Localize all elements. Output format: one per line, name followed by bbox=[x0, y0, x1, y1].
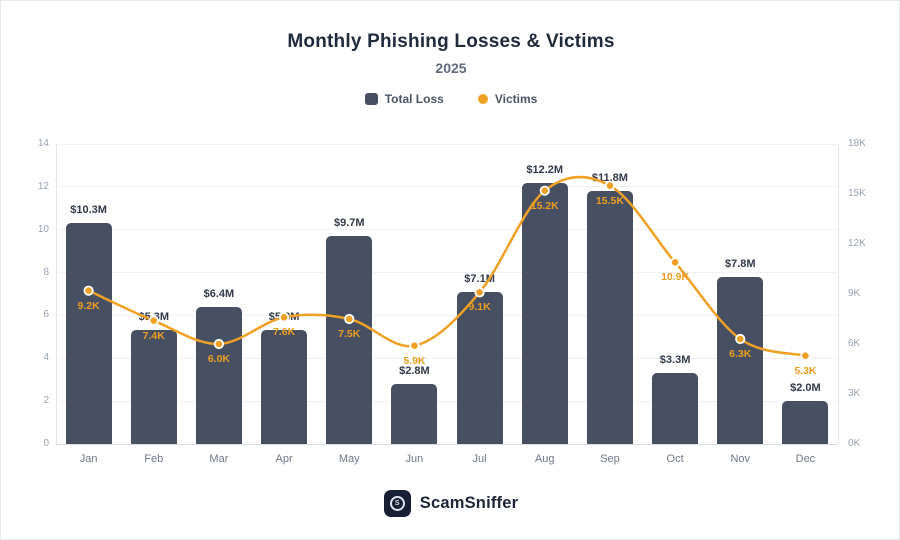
line-point-marker[interactable] bbox=[800, 350, 811, 361]
victims-value-label: 5.9K bbox=[403, 354, 426, 367]
victims-value-label: 7.6K bbox=[272, 326, 296, 339]
line-point-marker[interactable] bbox=[669, 257, 681, 268]
left-axis-tick-label: 2 bbox=[43, 395, 49, 407]
grid-line bbox=[56, 400, 838, 402]
bar-nov[interactable] bbox=[717, 276, 764, 444]
bar-may[interactable] bbox=[326, 236, 373, 444]
x-axis-label-nov: Nov bbox=[730, 453, 751, 465]
x-axis-label-mar: Mar bbox=[209, 453, 229, 465]
left-axis-tick-label: 12 bbox=[37, 180, 49, 192]
x-axis-label-aug: Aug bbox=[534, 453, 555, 465]
bar-value-label: $7.8M bbox=[724, 257, 756, 270]
bar-value-label: $3.3M bbox=[659, 354, 691, 367]
x-axis-label-jun: Jun bbox=[405, 453, 424, 465]
x-axis-label-may: May bbox=[338, 453, 360, 465]
chart-legend: Total Loss Victims bbox=[1, 92, 899, 106]
victims-dot-icon bbox=[477, 94, 488, 104]
left-axis-tick-label: 10 bbox=[37, 223, 49, 235]
victims-value-label: 9.2K bbox=[77, 299, 100, 312]
bar-value-label: $9.7M bbox=[333, 217, 365, 230]
x-axis-label-apr: Apr bbox=[275, 453, 293, 465]
right-axis-tick-label: 6K bbox=[848, 338, 861, 349]
victims-value-label: 7.4K bbox=[142, 329, 165, 342]
page-title: Monthly Phishing Losses & Victims bbox=[287, 31, 615, 52]
y-axis-line-right bbox=[838, 144, 839, 444]
right-axis-tick-label: 9K bbox=[848, 288, 861, 299]
bar-jun[interactable] bbox=[391, 384, 438, 444]
right-axis-tick-label: 3K bbox=[848, 388, 861, 399]
grid-line bbox=[56, 357, 838, 359]
victims-value-label: 10.9K bbox=[661, 271, 690, 284]
legend-item-total-loss[interactable]: Total Loss bbox=[364, 92, 444, 106]
x-axis-line bbox=[56, 444, 838, 445]
right-axis-tick-label: 12K bbox=[848, 238, 866, 249]
line-point-marker[interactable] bbox=[83, 285, 94, 296]
legend-label-victims: Victims bbox=[494, 92, 538, 106]
victims-value-label: 7.5K bbox=[338, 328, 361, 340]
bar-apr[interactable] bbox=[261, 330, 308, 444]
line-point-marker[interactable] bbox=[148, 315, 159, 326]
x-axis-label-oct: Oct bbox=[666, 453, 684, 465]
footer-brand[interactable]: S ScamSniffer bbox=[1, 490, 899, 517]
x-axis-label-sep: Sep bbox=[600, 453, 620, 465]
right-axis-tick-label: 18K bbox=[848, 138, 866, 149]
line-point-marker[interactable] bbox=[604, 180, 616, 191]
left-axis-tick-label: 8 bbox=[43, 266, 49, 278]
page-subtitle: 2025 bbox=[435, 60, 467, 76]
bar-value-label: $2.0M bbox=[790, 382, 821, 395]
victims-value-label: 5.3K bbox=[794, 364, 817, 377]
line-point-marker[interactable] bbox=[409, 340, 420, 351]
victims-value-label: 15.2K bbox=[530, 199, 559, 212]
bar-oct[interactable] bbox=[652, 373, 699, 444]
bar-aug[interactable] bbox=[521, 182, 568, 444]
line-point-marker[interactable] bbox=[539, 185, 550, 196]
bar-jan[interactable] bbox=[65, 223, 112, 444]
line-point-marker[interactable] bbox=[213, 338, 225, 350]
bar-mar[interactable] bbox=[195, 306, 242, 444]
grid-line bbox=[56, 229, 838, 231]
x-axis-label-feb: Feb bbox=[144, 453, 164, 465]
bar-feb[interactable] bbox=[130, 330, 177, 444]
x-axis-label-dec: Dec bbox=[795, 453, 816, 465]
left-axis-tick-label: 0 bbox=[43, 438, 49, 449]
bar-value-label: $6.4M bbox=[203, 287, 235, 300]
legend-item-victims[interactable]: Victims bbox=[477, 92, 538, 106]
victims-value-label: 15.5K bbox=[595, 194, 624, 207]
grid-line bbox=[56, 186, 838, 188]
y-axis-line-left bbox=[56, 144, 57, 444]
right-axis-tick-label: 0K bbox=[848, 438, 861, 449]
bar-value-label: $10.3M bbox=[70, 204, 107, 217]
grid-line bbox=[56, 143, 838, 145]
footer-brand-text: ScamSniffer bbox=[419, 494, 519, 512]
bar-value-label: $2.8M bbox=[399, 365, 430, 377]
victims-value-label: 6.0K bbox=[207, 353, 230, 365]
x-axis-label-jan: Jan bbox=[79, 453, 98, 465]
bar-jul[interactable] bbox=[456, 291, 503, 444]
scamsniffer-logo-icon: S bbox=[383, 490, 411, 517]
legend-label-total-loss: Total Loss bbox=[384, 92, 444, 106]
bar-dec[interactable] bbox=[782, 401, 829, 444]
left-axis-tick-label: 4 bbox=[43, 352, 49, 364]
line-point-marker[interactable] bbox=[278, 312, 290, 323]
left-axis-tick-label: 14 bbox=[37, 138, 49, 149]
bar-value-label: $7.1M bbox=[464, 272, 495, 285]
line-point-marker[interactable] bbox=[474, 287, 485, 298]
line-point-marker[interactable] bbox=[735, 333, 746, 345]
victims-value-label: 9.1K bbox=[468, 301, 491, 314]
x-axis-label-jul: Jul bbox=[472, 453, 487, 465]
bar-value-label: $12.2M bbox=[526, 163, 564, 176]
right-axis-tick-label: 15K bbox=[848, 188, 866, 199]
bar-sep[interactable] bbox=[586, 191, 633, 444]
total-loss-square-icon bbox=[364, 93, 378, 105]
left-axis-tick-label: 6 bbox=[43, 309, 49, 321]
victims-value-label: 6.3K bbox=[729, 348, 752, 360]
line-point-marker[interactable] bbox=[344, 313, 355, 325]
